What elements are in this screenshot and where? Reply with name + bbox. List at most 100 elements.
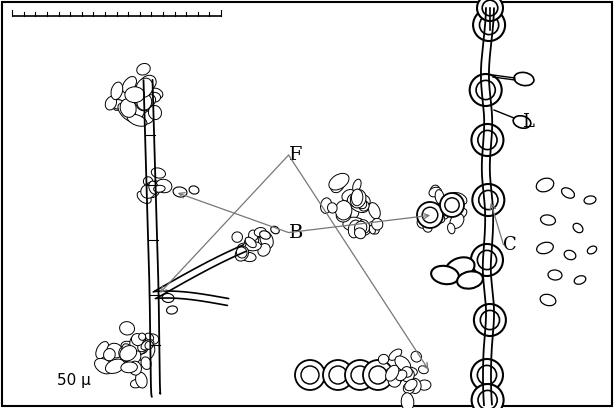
Ellipse shape: [423, 223, 432, 232]
Ellipse shape: [136, 372, 147, 388]
Ellipse shape: [368, 203, 380, 219]
Ellipse shape: [122, 77, 136, 93]
Circle shape: [301, 366, 319, 384]
Ellipse shape: [336, 208, 351, 222]
Circle shape: [477, 366, 497, 385]
Ellipse shape: [401, 368, 414, 382]
Ellipse shape: [354, 195, 367, 208]
Ellipse shape: [147, 92, 161, 102]
Ellipse shape: [342, 190, 356, 201]
Ellipse shape: [136, 93, 154, 111]
Ellipse shape: [120, 346, 137, 361]
Ellipse shape: [141, 339, 154, 350]
Ellipse shape: [348, 195, 368, 213]
Ellipse shape: [536, 178, 554, 192]
Ellipse shape: [419, 366, 428, 374]
Ellipse shape: [138, 335, 151, 346]
Ellipse shape: [423, 202, 435, 213]
Ellipse shape: [401, 393, 414, 408]
Circle shape: [477, 251, 497, 270]
Circle shape: [472, 184, 504, 216]
Ellipse shape: [354, 228, 365, 239]
Ellipse shape: [105, 96, 117, 110]
Ellipse shape: [173, 187, 187, 197]
Ellipse shape: [540, 294, 556, 306]
Ellipse shape: [249, 230, 258, 241]
Ellipse shape: [351, 189, 363, 206]
Ellipse shape: [232, 232, 243, 242]
Ellipse shape: [255, 237, 269, 250]
Ellipse shape: [430, 185, 440, 196]
Circle shape: [478, 390, 497, 408]
Circle shape: [482, 0, 498, 16]
Ellipse shape: [142, 111, 155, 124]
Ellipse shape: [548, 270, 562, 280]
Circle shape: [295, 360, 325, 390]
Ellipse shape: [411, 351, 422, 362]
Ellipse shape: [133, 92, 146, 104]
Ellipse shape: [358, 220, 370, 233]
Ellipse shape: [147, 185, 160, 197]
Circle shape: [345, 360, 375, 390]
Ellipse shape: [335, 201, 352, 220]
Ellipse shape: [245, 242, 262, 251]
Ellipse shape: [125, 87, 144, 102]
Ellipse shape: [138, 342, 155, 361]
Ellipse shape: [588, 246, 597, 254]
Ellipse shape: [137, 191, 151, 204]
Ellipse shape: [436, 203, 446, 213]
Ellipse shape: [238, 243, 249, 252]
Ellipse shape: [355, 219, 364, 233]
Ellipse shape: [141, 357, 151, 370]
Ellipse shape: [129, 361, 141, 375]
Circle shape: [440, 193, 464, 217]
Ellipse shape: [371, 218, 383, 230]
Ellipse shape: [241, 252, 256, 262]
Ellipse shape: [245, 237, 256, 248]
Ellipse shape: [450, 213, 464, 228]
Ellipse shape: [354, 221, 367, 234]
Ellipse shape: [136, 336, 147, 346]
Ellipse shape: [369, 225, 375, 234]
Ellipse shape: [348, 193, 363, 206]
Ellipse shape: [260, 231, 270, 239]
Ellipse shape: [351, 190, 366, 208]
Ellipse shape: [537, 242, 553, 254]
Ellipse shape: [271, 226, 279, 234]
Circle shape: [476, 80, 495, 100]
Ellipse shape: [136, 78, 153, 98]
Ellipse shape: [429, 187, 441, 197]
Ellipse shape: [130, 379, 142, 388]
Ellipse shape: [388, 374, 401, 387]
Circle shape: [422, 207, 438, 223]
Ellipse shape: [403, 367, 418, 377]
Ellipse shape: [149, 181, 159, 195]
Ellipse shape: [111, 82, 123, 100]
Text: L: L: [522, 113, 534, 131]
Ellipse shape: [352, 194, 370, 208]
Ellipse shape: [254, 228, 266, 237]
Ellipse shape: [120, 322, 134, 335]
Circle shape: [470, 74, 502, 106]
Ellipse shape: [429, 206, 445, 222]
Ellipse shape: [149, 181, 158, 194]
Ellipse shape: [133, 86, 143, 99]
Ellipse shape: [145, 341, 153, 349]
Text: F: F: [289, 146, 302, 164]
Ellipse shape: [151, 168, 166, 178]
Ellipse shape: [395, 356, 411, 371]
Ellipse shape: [189, 186, 199, 194]
Ellipse shape: [327, 203, 337, 213]
Ellipse shape: [127, 114, 147, 126]
Ellipse shape: [149, 106, 161, 120]
Ellipse shape: [244, 236, 258, 247]
Circle shape: [474, 304, 506, 336]
Ellipse shape: [111, 100, 125, 109]
Ellipse shape: [435, 204, 445, 217]
Ellipse shape: [121, 341, 141, 357]
Ellipse shape: [149, 88, 163, 99]
Ellipse shape: [113, 100, 122, 111]
Ellipse shape: [162, 293, 174, 302]
Ellipse shape: [147, 182, 157, 190]
Circle shape: [471, 244, 503, 276]
